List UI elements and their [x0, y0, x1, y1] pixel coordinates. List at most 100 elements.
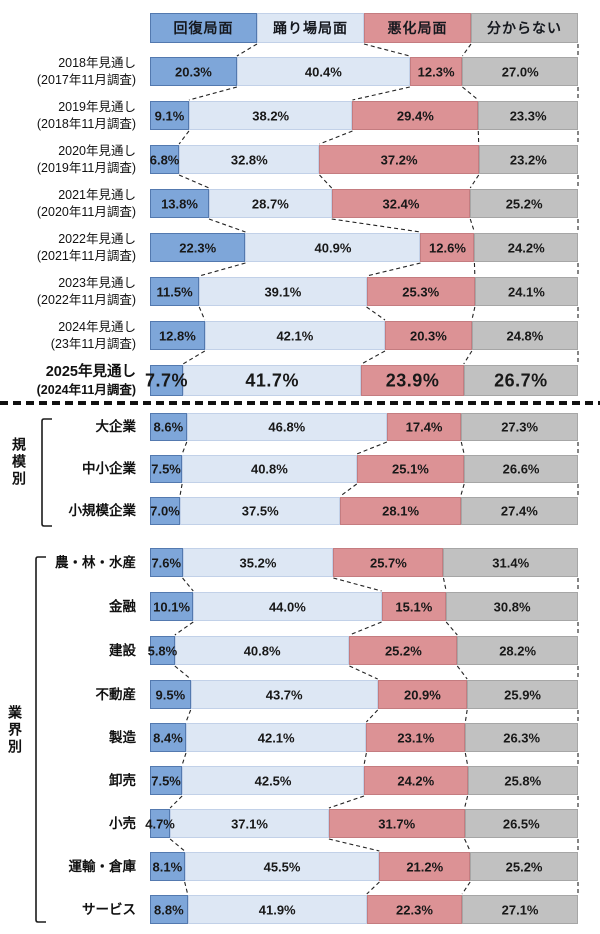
table-row: 2023年見通し (2022年11月調査) 11.5% 39.1% 25.3% 24.1%	[0, 276, 600, 307]
row-label-line: 大企業	[95, 419, 137, 435]
bar-segment-recovery	[150, 680, 191, 709]
bar-segment-plateau	[199, 277, 367, 306]
connector-line	[198, 306, 206, 321]
connector-line	[328, 795, 365, 809]
percent-label: 4.7%	[145, 816, 175, 831]
percent-label: 11.5%	[156, 284, 193, 299]
row-label: 2025年見通し (2024年11月調査)	[0, 364, 136, 397]
bar-segment-plateau	[179, 145, 320, 174]
bar-segment-recovery	[150, 852, 185, 881]
row-label-line: 小売	[109, 815, 136, 831]
connector-line	[181, 752, 187, 766]
percent-label: 40.9%	[314, 240, 352, 255]
table-row: 2021年見通し (2020年11月調査) 13.8% 28.7% 32.4% 25.2%	[0, 188, 600, 219]
percent-label: 25.8%	[504, 773, 542, 788]
connector-line	[464, 795, 469, 809]
legend-item-plateau: 踊り場局面	[257, 13, 364, 43]
connector-line	[169, 838, 186, 852]
bar-segment-plateau	[185, 723, 367, 752]
connector-line	[461, 881, 471, 895]
connector-line	[363, 43, 410, 57]
row-label-line: (2021年11月調査)	[36, 248, 136, 263]
row-label-line: 建設	[109, 642, 136, 658]
connector-line	[366, 262, 421, 277]
percent-label: 45.5%	[263, 859, 301, 874]
percent-label: 9.5%	[155, 687, 186, 702]
percent-label: 12.8%	[158, 328, 196, 343]
row-label: 2024年見通し (23年11月調査)	[0, 320, 136, 351]
percent-label: 10.1%	[153, 599, 191, 614]
bar-segment-unknown	[464, 809, 578, 838]
percent-label: 41.7%	[245, 370, 299, 390]
percent-label: 8.4%	[153, 730, 183, 745]
row-label-line: 農・林・水産	[55, 554, 136, 570]
connector-line	[174, 621, 194, 636]
row-label: 2019年見通し (2018年11月調査)	[0, 100, 136, 131]
percent-label: 7.0%	[150, 503, 180, 519]
bar-segment-unknown	[463, 365, 578, 396]
percent-label: 40.8%	[250, 461, 288, 477]
connector-line	[464, 752, 469, 766]
percent-label: 8.1%	[152, 859, 183, 874]
section-separator-dashed-line	[0, 401, 600, 405]
row-label-line: 2023年見通し	[58, 276, 136, 290]
bar-segment-plateau	[245, 233, 421, 262]
connector-line	[236, 43, 258, 57]
percent-label: 24.8%	[506, 328, 544, 343]
row-label-line: (2017年11月調査)	[36, 72, 136, 87]
bar-segment-worsening	[349, 636, 458, 665]
bar-segment-plateau	[184, 852, 380, 881]
percent-label: 46.8%	[268, 419, 306, 435]
connector-line	[464, 709, 468, 723]
row-label: 運輸・倉庫	[0, 852, 137, 881]
percent-label: 25.2%	[505, 859, 543, 874]
bar-segment-plateau	[179, 497, 341, 525]
connector-line	[331, 218, 421, 233]
percent-label: 12.3%	[417, 64, 455, 79]
row-label: 小売	[0, 809, 136, 838]
row-label-line: 卸売	[109, 772, 136, 788]
bar-segment-unknown	[474, 277, 578, 306]
percent-label: 26.5%	[502, 816, 540, 831]
row-label-line: 2020年見通し	[58, 144, 136, 158]
connector-line	[445, 621, 458, 636]
legend-label: 踊り場局面	[273, 20, 348, 36]
bar-segment-unknown	[478, 101, 578, 130]
percent-label: 23.3%	[509, 108, 547, 123]
percent-label: 40.4%	[304, 64, 342, 79]
connector-line	[185, 709, 192, 723]
bar-segment-worsening	[366, 895, 463, 924]
percent-label: 27.4%	[500, 503, 538, 519]
row-label: 中小企業	[0, 455, 136, 483]
bar-segment-plateau	[170, 809, 329, 838]
bar-segment-unknown	[470, 189, 578, 218]
connector-line	[349, 621, 382, 636]
connector-line	[340, 483, 358, 497]
bar-segment-recovery	[150, 723, 186, 752]
bar-segment-unknown	[467, 680, 578, 709]
row-label: 2018年見通し (2017年11月調査)	[0, 56, 136, 87]
row-label: 小規模企業	[0, 497, 137, 525]
percent-label: 24.1%	[507, 284, 545, 299]
connector-line	[182, 577, 194, 592]
percent-label: 25.3%	[402, 284, 440, 299]
bar-segment-plateau	[174, 636, 350, 665]
percent-label: 35.2%	[239, 555, 277, 570]
percent-label: 32.8%	[230, 152, 268, 167]
bar-segment-unknown	[467, 766, 578, 795]
percent-label: 23.2%	[509, 152, 547, 167]
bar-segment-unknown	[470, 852, 578, 881]
legend-item-unknown: 分からない	[471, 13, 578, 43]
percent-label: 27.1%	[501, 902, 539, 917]
row-label-line: 2022年見通し	[58, 232, 136, 246]
bar-segment-recovery	[150, 895, 188, 924]
percent-label: 42.5%	[254, 773, 292, 788]
table-row: 2020年見通し (2019年11月調査) 6.8% 32.8% 37.2% 23.2%	[0, 144, 600, 175]
percent-label: 30.8%	[493, 599, 531, 614]
row-label: 製造	[0, 723, 136, 752]
row-label-line: (2020年11月調査)	[36, 204, 136, 219]
row-label-line: (23年11月調査)	[50, 336, 136, 351]
legend-label: 分からない	[487, 20, 562, 36]
connector-line	[460, 441, 465, 455]
row-label: 2022年見通し (2021年11月調査)	[0, 232, 136, 263]
